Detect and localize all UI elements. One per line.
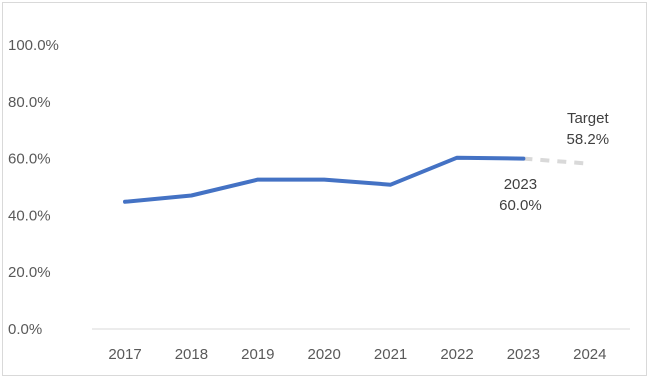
- target-label: Target: [567, 110, 610, 127]
- annotation-layer: 2023 60.0% Target 58.2%: [499, 110, 609, 214]
- x-tick-label: 2017: [108, 346, 141, 363]
- data-label-2023: 2023: [504, 176, 537, 193]
- chart-frame: [2, 2, 647, 376]
- data-label-2023: 60.0%: [499, 197, 542, 214]
- x-tick-label: 2022: [440, 346, 473, 363]
- y-tick-label: 40.0%: [8, 207, 51, 224]
- x-tick-label: 2023: [507, 346, 540, 363]
- y-tick-label: 20.0%: [8, 264, 51, 281]
- y-axis-labels: 0.0% 20.0% 40.0% 60.0% 80.0% 100.0%: [8, 37, 59, 338]
- y-tick-label: 80.0%: [8, 94, 51, 111]
- series-layer: [123, 155, 590, 204]
- x-axis-labels: 2017 2018 2019 2020 2021 2022 2023 2024: [108, 346, 606, 363]
- actual-series-line: [123, 155, 526, 204]
- x-tick-label: 2019: [241, 346, 274, 363]
- target-projection-line: [523, 156, 590, 166]
- x-tick-label: 2018: [175, 346, 208, 363]
- y-tick-label: 100.0%: [8, 37, 59, 54]
- x-tick-label: 2020: [308, 346, 341, 363]
- x-tick-label: 2024: [573, 346, 606, 363]
- y-tick-label: 60.0%: [8, 151, 51, 168]
- target-label: 58.2%: [567, 131, 610, 148]
- x-tick-label: 2021: [374, 346, 407, 363]
- y-tick-label: 0.0%: [8, 321, 42, 338]
